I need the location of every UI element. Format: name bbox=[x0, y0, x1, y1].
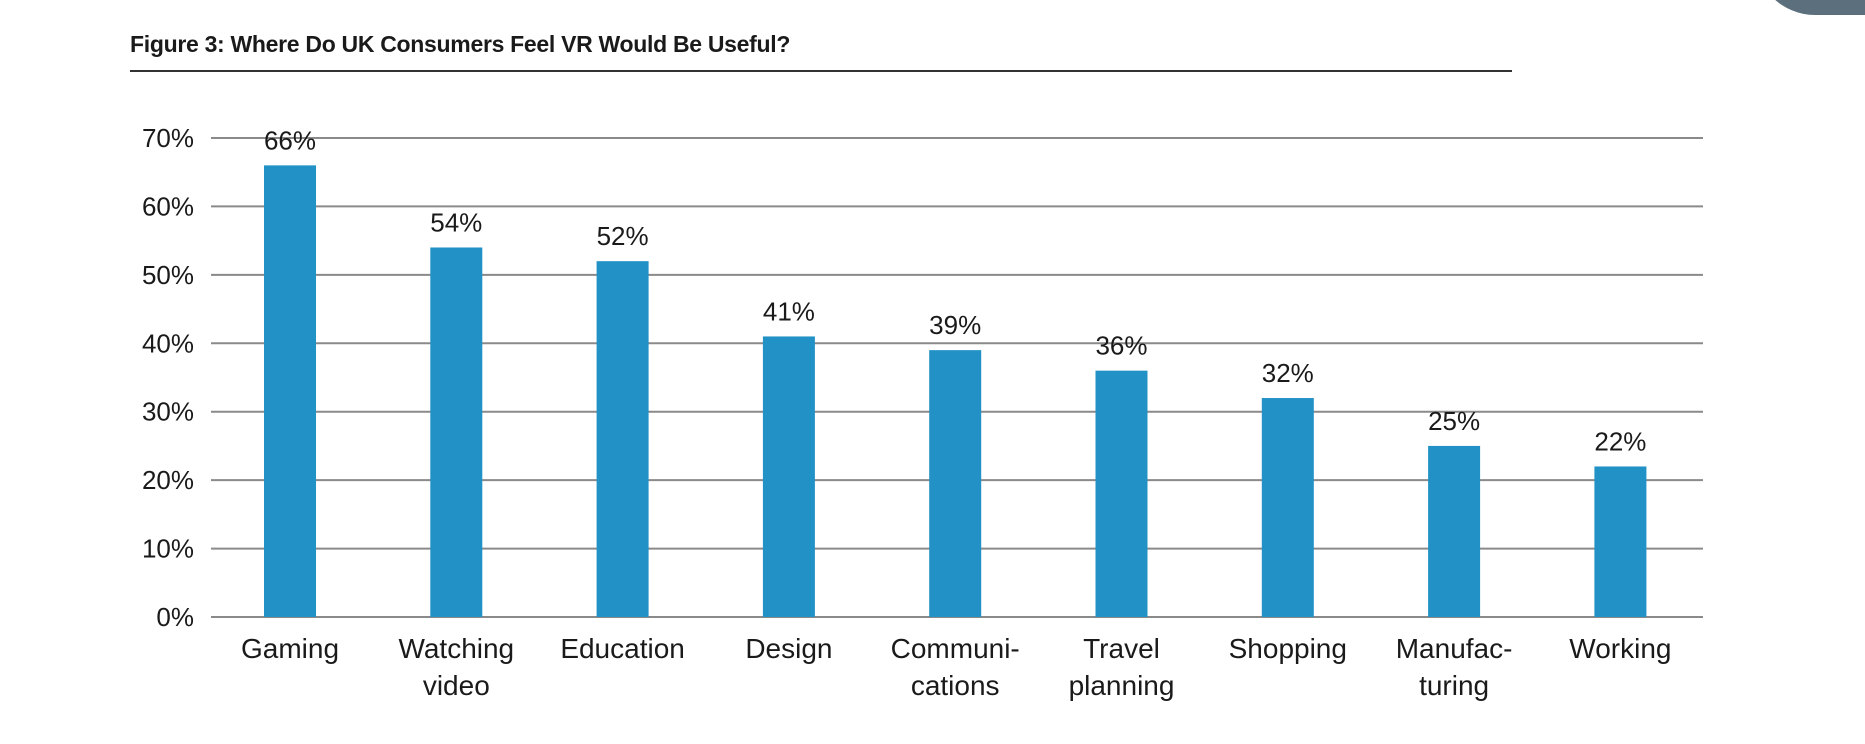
category-label: Communi-cations bbox=[891, 633, 1020, 701]
bar bbox=[1095, 370, 1148, 617]
category-label-line: Communi- bbox=[891, 633, 1020, 664]
bar bbox=[1594, 466, 1647, 617]
category-label: Travel planning bbox=[1069, 633, 1175, 701]
y-tick-label: 20% bbox=[142, 465, 194, 495]
data-label: 22% bbox=[1594, 426, 1646, 456]
data-label: 41% bbox=[763, 296, 815, 326]
y-tick-label: 30% bbox=[142, 397, 194, 427]
category-label-line: video bbox=[423, 670, 490, 701]
bars bbox=[264, 165, 1647, 617]
data-label: 32% bbox=[1262, 358, 1314, 388]
category-label: Shopping bbox=[1229, 633, 1347, 664]
category-label-line: Education bbox=[560, 633, 685, 664]
category-label-line: turing bbox=[1419, 670, 1489, 701]
bar bbox=[430, 247, 483, 617]
category-label: Education bbox=[560, 633, 685, 664]
category-label-line: cations bbox=[911, 670, 1000, 701]
bar bbox=[1428, 445, 1481, 617]
title-divider bbox=[130, 70, 1512, 72]
category-label: Design bbox=[745, 633, 832, 664]
y-axis-ticks: 0% 10% 20% 30% 40% 50% 60% 70% bbox=[142, 123, 194, 632]
x-axis-labels: Gaming Watching video Education Design Commun… bbox=[241, 633, 1672, 701]
y-tick-label: 60% bbox=[142, 191, 194, 221]
bar bbox=[596, 261, 649, 617]
category-label: Manufac-turing bbox=[1396, 633, 1513, 701]
category-label-line: planning bbox=[1069, 670, 1175, 701]
category-label-line: Shopping bbox=[1229, 633, 1347, 664]
data-label: 36% bbox=[1095, 331, 1147, 361]
category-label-line: Travel bbox=[1083, 633, 1160, 664]
data-label: 25% bbox=[1428, 406, 1480, 436]
bar bbox=[1261, 398, 1314, 617]
figure-title: Figure 3: Where Do UK Consumers Feel VR … bbox=[130, 31, 791, 57]
y-tick-label: 0% bbox=[156, 602, 194, 632]
value-labels: 66% 54% 52% 41% 39% 36% 32% 25% 22% bbox=[264, 125, 1646, 456]
bar bbox=[762, 336, 815, 617]
data-label: 54% bbox=[430, 207, 482, 237]
category-label-line: Watching bbox=[398, 633, 514, 664]
data-label: 39% bbox=[929, 310, 981, 340]
data-label: 66% bbox=[264, 125, 316, 155]
category-label-line: Working bbox=[1569, 633, 1671, 664]
y-tick-label: 40% bbox=[142, 328, 194, 358]
y-tick-label: 50% bbox=[142, 260, 194, 290]
category-label: Gaming bbox=[241, 633, 339, 664]
bar bbox=[264, 165, 316, 617]
category-label-line: Manufac- bbox=[1396, 633, 1513, 664]
category-label-line: Design bbox=[745, 633, 832, 664]
category-label-line: Gaming bbox=[241, 633, 339, 664]
y-tick-label: 70% bbox=[142, 123, 194, 153]
y-tick-label: 10% bbox=[142, 534, 194, 564]
bar bbox=[929, 350, 982, 617]
data-label: 52% bbox=[597, 221, 649, 251]
category-label: Watching video bbox=[398, 633, 514, 701]
category-label: Working bbox=[1569, 633, 1671, 664]
